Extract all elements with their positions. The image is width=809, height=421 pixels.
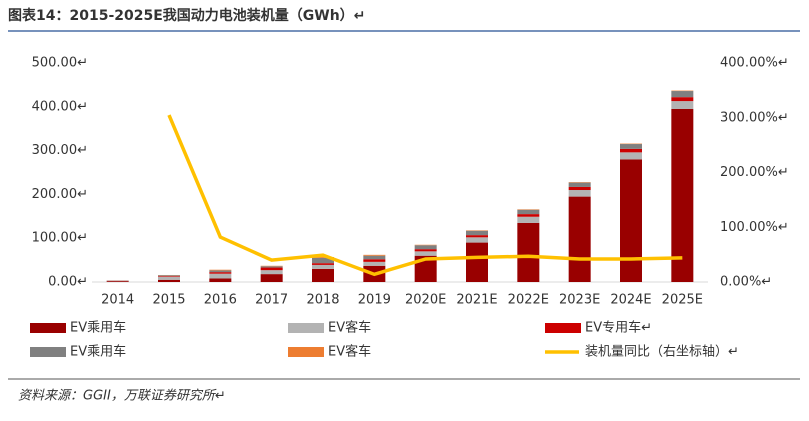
legend-label: 装机量同比（右坐标轴）↵ xyxy=(585,345,739,360)
bar-segment xyxy=(261,266,283,267)
y-tick-label: 100.00↵ xyxy=(32,231,88,246)
bar-segment xyxy=(466,231,488,235)
bar-segment xyxy=(312,265,334,269)
bar-segment xyxy=(466,243,488,282)
bar-segment xyxy=(569,183,591,187)
bar-segment xyxy=(158,276,180,277)
bar-segment xyxy=(158,277,180,280)
bar-segment xyxy=(517,214,539,217)
y2-tick-label: 300.00%↵ xyxy=(720,110,789,125)
y2-tick-label: 200.00%↵ xyxy=(720,165,789,180)
bar-segment xyxy=(569,187,591,190)
y-tick-label: 0.00↵ xyxy=(48,275,88,290)
bar-segment xyxy=(517,223,539,282)
bar-segment xyxy=(363,256,385,260)
bar-segment xyxy=(517,210,539,214)
legend-swatch xyxy=(288,323,324,333)
legend-label: EV专用车↵ xyxy=(585,320,652,336)
legend-swatch xyxy=(30,323,66,333)
bar-segment xyxy=(466,235,488,237)
bar-segment xyxy=(620,144,642,149)
x-tick-label: 2020E xyxy=(405,293,446,308)
bar-segment xyxy=(671,97,693,101)
legend-swatch xyxy=(288,347,324,357)
x-tick-label: 2017 xyxy=(255,293,288,308)
legend-swatch xyxy=(30,347,66,357)
y2-tick-label: 400.00%↵ xyxy=(720,56,789,71)
bar-segment xyxy=(261,268,283,271)
bar-segment xyxy=(363,262,385,266)
y-tick-label: 400.00↵ xyxy=(32,99,88,114)
legend-label: EV客车 xyxy=(328,344,371,360)
bar-segment xyxy=(261,274,283,282)
y2-tick-label: 0.00%↵ xyxy=(720,275,772,290)
bar-segment xyxy=(671,91,693,97)
legend-label: EV乘用车 xyxy=(70,344,126,360)
bar-segment xyxy=(158,275,180,276)
bar-segment xyxy=(158,280,180,282)
source: 资料来源：GGII，万联证券研究所↵ xyxy=(18,388,226,404)
x-tick-label: 2019 xyxy=(358,293,391,308)
bar-segment xyxy=(466,237,488,242)
y-tick-label: 500.00↵ xyxy=(32,56,88,71)
bar-segment xyxy=(569,190,591,197)
x-tick-label: 2023E xyxy=(559,293,600,308)
x-tick-label: 2024E xyxy=(610,293,651,308)
bar-segment xyxy=(209,278,231,282)
bar-segment xyxy=(415,249,437,251)
x-tick-label: 2016 xyxy=(204,293,237,308)
bar-segment xyxy=(620,159,642,282)
y-tick-label: 200.00↵ xyxy=(32,187,88,202)
bar-segment xyxy=(620,152,642,159)
legend-label: EV乘用车 xyxy=(70,320,126,336)
y-tick-label: 300.00↵ xyxy=(32,143,88,158)
bar-segment xyxy=(671,101,693,109)
bar-segment xyxy=(312,263,334,265)
bar-segment xyxy=(415,245,437,249)
bar-segment xyxy=(569,197,591,282)
bar-segment xyxy=(312,269,334,282)
bar-segment xyxy=(620,149,642,153)
x-tick-label: 2014 xyxy=(101,293,134,308)
legend-swatch xyxy=(545,323,581,333)
bar-segment xyxy=(363,259,385,262)
x-tick-label: 2022E xyxy=(508,293,549,308)
bar-segment xyxy=(209,274,231,279)
bar-segment xyxy=(671,109,693,282)
chart-title: 图表14：2015-2025E我国动力电池装机量（GWh）↵ xyxy=(8,7,365,24)
bar-segment xyxy=(415,251,437,255)
bar-segment xyxy=(261,270,283,274)
bar-segment xyxy=(517,217,539,223)
x-tick-label: 2025E xyxy=(662,293,703,308)
bar-segment xyxy=(209,270,231,271)
y2-tick-label: 100.00%↵ xyxy=(720,220,789,235)
x-tick-label: 2021E xyxy=(456,293,497,308)
bar-segment xyxy=(209,270,231,272)
bar-segment xyxy=(209,272,231,274)
bar-segment xyxy=(107,281,129,282)
x-tick-label: 2015 xyxy=(152,293,185,308)
legend-label: EV客车 xyxy=(328,320,371,336)
bar-segment xyxy=(363,255,385,256)
x-tick-label: 2018 xyxy=(306,293,339,308)
